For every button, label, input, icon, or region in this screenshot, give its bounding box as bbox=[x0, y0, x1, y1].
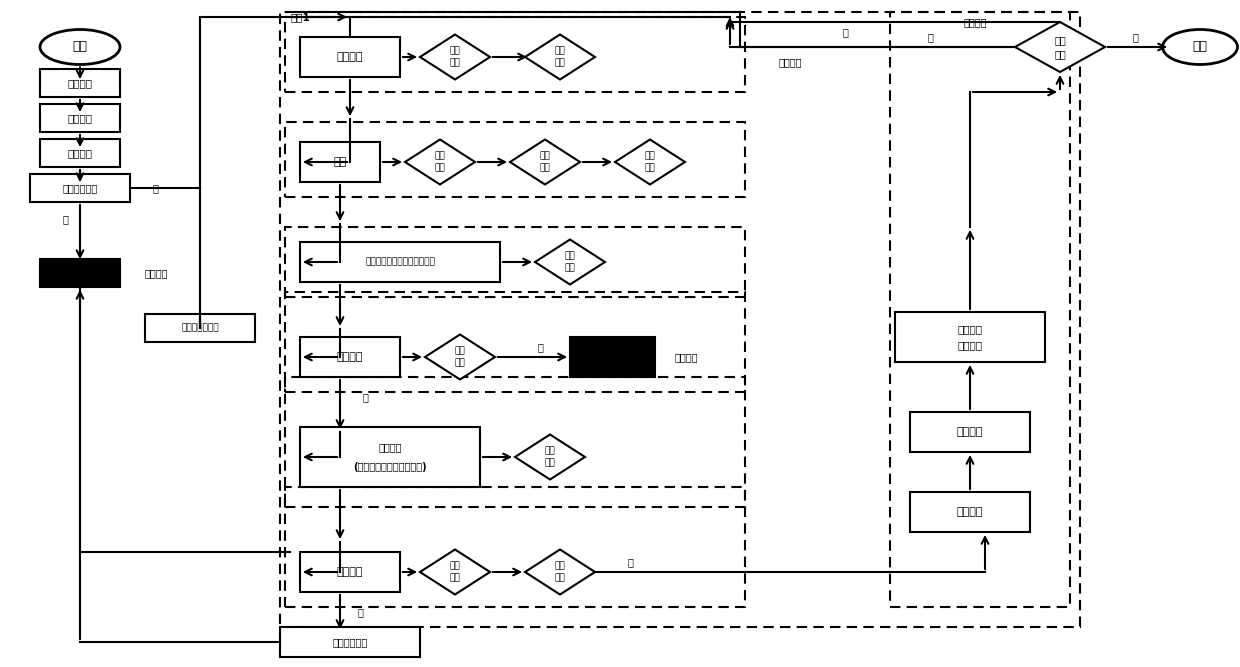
Text: 系统自检: 系统自检 bbox=[67, 113, 93, 123]
FancyBboxPatch shape bbox=[300, 142, 379, 182]
Text: 上传数据: 上传数据 bbox=[957, 507, 983, 517]
Text: 异常处理: 异常处理 bbox=[675, 352, 698, 362]
Polygon shape bbox=[510, 139, 580, 185]
Text: 启动: 启动 bbox=[334, 157, 347, 167]
Text: 上传失效数据: 上传失效数据 bbox=[332, 637, 367, 647]
Polygon shape bbox=[515, 434, 585, 480]
Text: 生产: 生产 bbox=[1054, 35, 1066, 45]
Polygon shape bbox=[534, 239, 605, 285]
FancyBboxPatch shape bbox=[30, 174, 130, 202]
FancyBboxPatch shape bbox=[910, 412, 1030, 452]
FancyBboxPatch shape bbox=[910, 492, 1030, 532]
Text: 是: 是 bbox=[1132, 32, 1138, 42]
Text: 急停保护: 急停保护 bbox=[67, 78, 93, 88]
Text: 胶水搅拌及脱泡: 胶水搅拌及脱泡 bbox=[181, 323, 218, 333]
Text: 下一产品: 下一产品 bbox=[963, 17, 987, 27]
Text: 胶水: 胶水 bbox=[554, 46, 565, 55]
Text: 舱体回位: 舱体回位 bbox=[957, 324, 982, 334]
Text: 结束: 结束 bbox=[1193, 41, 1208, 53]
Text: 否: 否 bbox=[842, 27, 848, 37]
Text: 涂布完成: 涂布完成 bbox=[337, 567, 363, 577]
Polygon shape bbox=[615, 139, 684, 185]
Text: 放入产品: 放入产品 bbox=[337, 52, 363, 62]
Text: 松开治具: 松开治具 bbox=[957, 340, 982, 350]
FancyBboxPatch shape bbox=[300, 337, 401, 377]
Text: 完成: 完成 bbox=[1054, 49, 1066, 59]
FancyBboxPatch shape bbox=[40, 104, 120, 132]
FancyBboxPatch shape bbox=[40, 69, 120, 97]
Polygon shape bbox=[1016, 22, 1105, 72]
Text: 下一产品: 下一产品 bbox=[779, 57, 802, 67]
Text: 否: 否 bbox=[357, 607, 363, 617]
FancyBboxPatch shape bbox=[300, 37, 401, 77]
Text: 启动: 启动 bbox=[435, 151, 445, 160]
Ellipse shape bbox=[40, 29, 120, 65]
Text: 测量: 测量 bbox=[450, 574, 460, 583]
Text: 关闭: 关闭 bbox=[645, 151, 656, 160]
FancyBboxPatch shape bbox=[280, 627, 420, 657]
Text: 到位: 到位 bbox=[554, 59, 565, 68]
FancyBboxPatch shape bbox=[40, 259, 120, 287]
FancyBboxPatch shape bbox=[145, 314, 255, 342]
Text: 是: 是 bbox=[153, 183, 157, 193]
Text: 产品: 产品 bbox=[450, 46, 460, 55]
Polygon shape bbox=[420, 35, 490, 79]
Polygon shape bbox=[405, 139, 475, 185]
Text: 舱门: 舱门 bbox=[645, 164, 656, 173]
Text: (速度和压力随流量而变化): (速度和压力随流量而变化) bbox=[353, 462, 427, 472]
FancyBboxPatch shape bbox=[300, 242, 500, 282]
Text: 真空: 真空 bbox=[455, 346, 465, 356]
Text: 涂布运行: 涂布运行 bbox=[378, 442, 402, 452]
Text: 厚度: 厚度 bbox=[450, 561, 460, 570]
Text: 到位: 到位 bbox=[450, 59, 460, 68]
Polygon shape bbox=[425, 334, 495, 380]
Text: 否: 否 bbox=[62, 214, 68, 224]
Text: 开始涂布: 开始涂布 bbox=[337, 352, 363, 362]
Text: 开启: 开启 bbox=[564, 251, 575, 260]
Text: 产品1: 产品1 bbox=[290, 12, 310, 22]
Text: 固定: 固定 bbox=[539, 164, 551, 173]
Text: 否: 否 bbox=[537, 342, 543, 352]
Text: 流量: 流量 bbox=[544, 446, 556, 455]
Text: 判断: 判断 bbox=[544, 459, 556, 468]
Polygon shape bbox=[525, 35, 595, 79]
Ellipse shape bbox=[1163, 29, 1238, 65]
Polygon shape bbox=[420, 550, 490, 594]
FancyBboxPatch shape bbox=[570, 337, 655, 377]
FancyBboxPatch shape bbox=[300, 552, 401, 592]
Text: 腔体泄压: 腔体泄压 bbox=[957, 427, 983, 437]
FancyBboxPatch shape bbox=[300, 427, 480, 487]
Text: 判断: 判断 bbox=[554, 574, 565, 583]
Text: 是: 是 bbox=[362, 392, 368, 402]
Polygon shape bbox=[525, 550, 595, 594]
Text: 胶量: 胶量 bbox=[554, 561, 565, 570]
Text: 是: 是 bbox=[627, 557, 632, 567]
FancyBboxPatch shape bbox=[40, 139, 120, 167]
Text: 调取程序: 调取程序 bbox=[67, 148, 93, 158]
Text: 程序原点复位: 程序原点复位 bbox=[62, 183, 98, 193]
Text: 真空: 真空 bbox=[564, 264, 575, 273]
Text: 异常处理: 异常处理 bbox=[145, 268, 169, 278]
Text: 否: 否 bbox=[928, 32, 932, 42]
Text: 判断: 判断 bbox=[455, 359, 465, 368]
Text: 按钮: 按钮 bbox=[435, 164, 445, 173]
Text: 治具: 治具 bbox=[539, 151, 551, 160]
Text: 运行到吐胶位置进行流量测试: 运行到吐胶位置进行流量测试 bbox=[365, 257, 435, 267]
Text: 开始: 开始 bbox=[72, 41, 88, 53]
FancyBboxPatch shape bbox=[895, 312, 1045, 362]
